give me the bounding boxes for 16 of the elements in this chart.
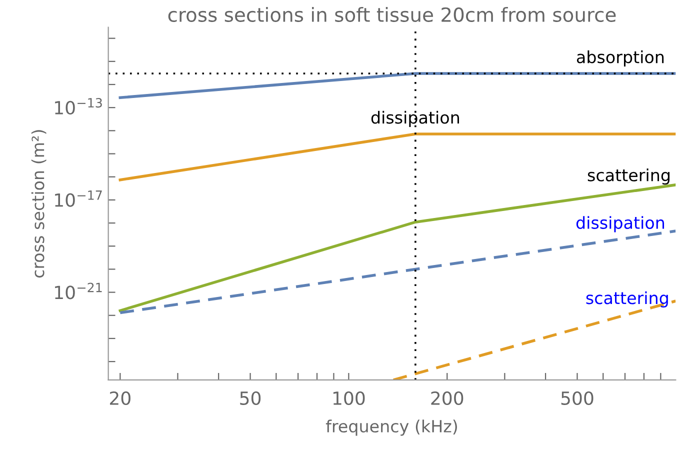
- x-axis-title: frequency (kHz): [326, 420, 457, 436]
- y-tick-label: 10$^{−17}$: [55, 190, 102, 207]
- annotation: scattering: [586, 291, 668, 308]
- x-tick-label: 200: [431, 391, 464, 406]
- x-tick-label: 500: [561, 391, 594, 406]
- annotation: dissipation: [576, 216, 664, 232]
- y-tick-label: 10$^{−21}$: [55, 282, 102, 300]
- x-tick-label: 100: [333, 391, 365, 406]
- annotation: absorption: [576, 50, 664, 67]
- y-tick-label: 10$^{−13}$: [55, 98, 102, 115]
- annotation: scattering: [588, 168, 670, 185]
- annotation: dissipation: [371, 110, 459, 128]
- x-tick-label: 50: [240, 391, 261, 406]
- x-tick-label: 20: [110, 391, 130, 406]
- chart-title: cross sections in soft tissue 20cm from source: [168, 6, 616, 22]
- y-axis-title: cross section (m²): [31, 130, 46, 278]
